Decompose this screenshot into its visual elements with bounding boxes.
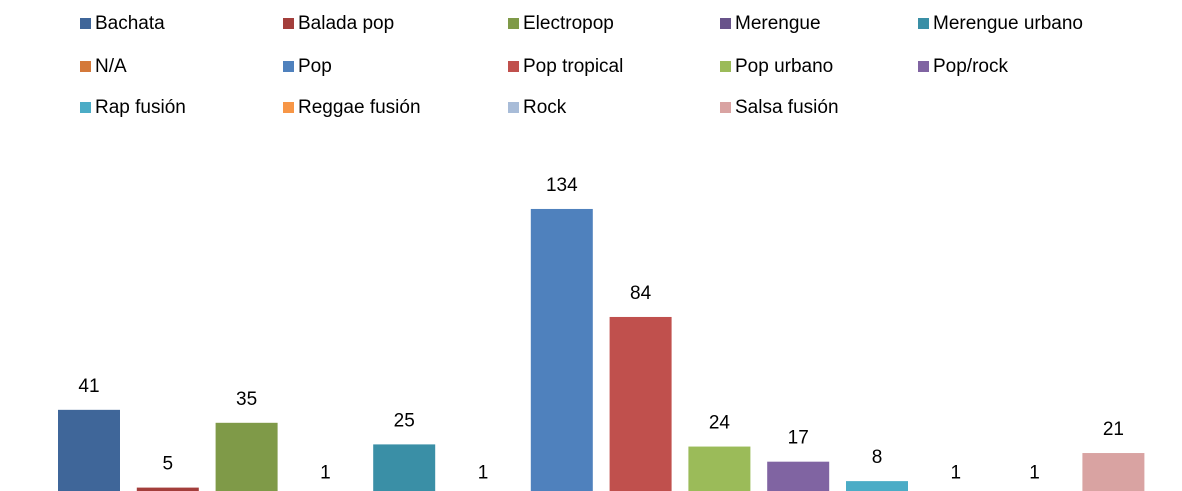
legend-label: Rock <box>523 97 567 118</box>
legend-label: N/A <box>95 56 127 77</box>
bar <box>530 208 593 491</box>
legend-label: Pop <box>298 56 332 77</box>
legend-swatch <box>720 18 731 29</box>
data-label: 1 <box>1029 462 1040 483</box>
data-label: 21 <box>1103 419 1124 440</box>
bar <box>767 461 830 491</box>
legend-label: Pop urbano <box>735 56 833 77</box>
bar <box>373 444 436 491</box>
legend-swatch <box>720 102 731 113</box>
data-label: 84 <box>630 283 652 304</box>
data-label: 25 <box>394 410 415 431</box>
bar <box>609 316 672 491</box>
bar <box>688 446 751 491</box>
data-label: 41 <box>78 376 99 397</box>
data-label: 1 <box>951 462 962 483</box>
legend-swatch <box>80 61 91 72</box>
legend-label: Salsa fusión <box>735 97 839 118</box>
legend-label: Pop/rock <box>933 56 1008 77</box>
data-label: 24 <box>709 413 731 434</box>
legend-label: Pop tropical <box>523 56 623 77</box>
legend-swatch <box>918 61 929 72</box>
data-label: 1 <box>478 462 489 483</box>
data-label: 8 <box>872 447 883 468</box>
bar <box>846 481 908 491</box>
legend-swatch <box>918 18 929 29</box>
legend-label: Merengue urbano <box>933 13 1083 34</box>
data-label: 134 <box>546 175 578 196</box>
bar <box>215 422 278 491</box>
legend-swatch <box>508 102 519 113</box>
legend-label: Merengue <box>735 13 821 34</box>
legend-swatch <box>283 102 294 113</box>
bar <box>1082 453 1145 491</box>
data-label: 5 <box>163 454 174 475</box>
bar <box>58 409 120 491</box>
bar <box>136 487 199 491</box>
legend-swatch <box>283 61 294 72</box>
legend-swatch <box>508 18 519 29</box>
data-label: 35 <box>236 389 257 410</box>
legend-swatch <box>283 18 294 29</box>
legend-label: Bachata <box>95 13 165 34</box>
legend-label: Electropop <box>523 13 614 34</box>
data-label: 17 <box>788 428 809 449</box>
legend-swatch <box>80 102 91 113</box>
data-label: 1 <box>320 462 331 483</box>
legend-swatch <box>720 61 731 72</box>
legend-swatch <box>80 18 91 29</box>
legend-label: Rap fusión <box>95 97 186 118</box>
legend-label: Balada pop <box>298 13 394 34</box>
legend-swatch <box>508 61 519 72</box>
legend-label: Reggae fusión <box>298 97 421 118</box>
